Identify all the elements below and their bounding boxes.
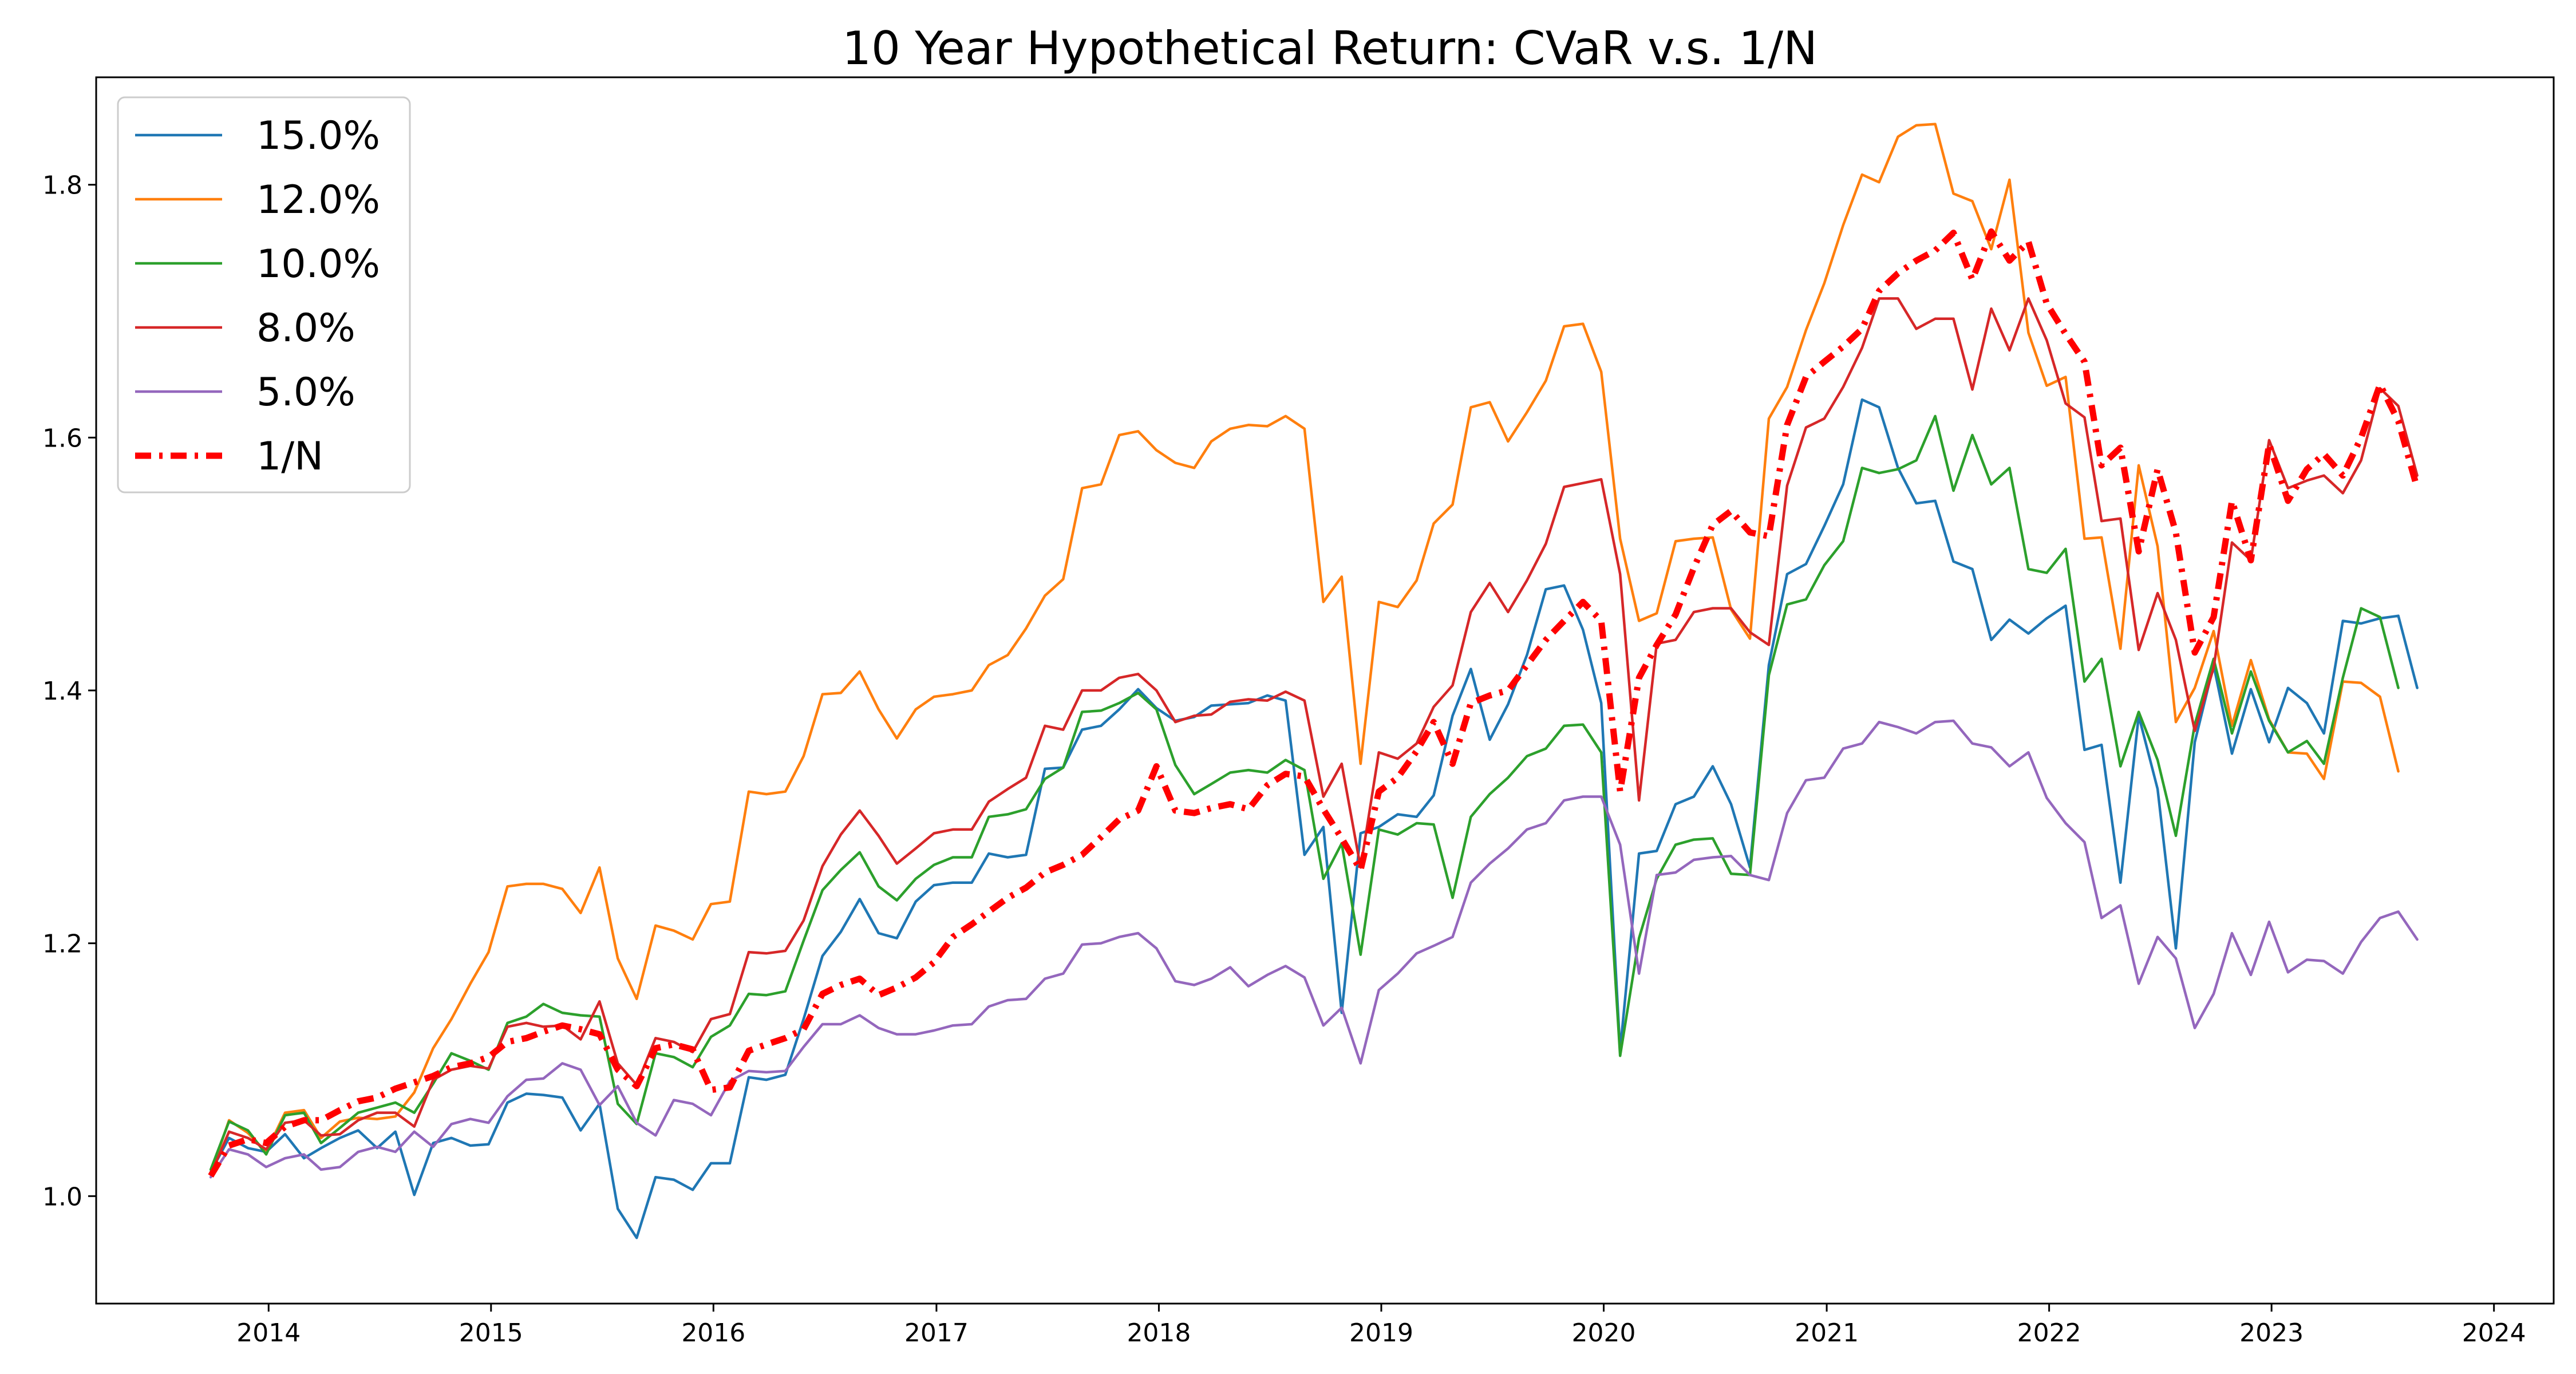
legend-label: 8.0% — [256, 306, 355, 351]
legend-label: 5.0% — [256, 370, 355, 415]
y-tick-label: 1.2 — [42, 930, 82, 959]
x-tick-label: 2019 — [1349, 1318, 1413, 1348]
y-tick-label: 1.8 — [42, 171, 82, 200]
series-line-4 — [209, 719, 2419, 1179]
series-line-2 — [209, 414, 2400, 1171]
y-tick-label: 1.0 — [42, 1182, 82, 1211]
x-tick-label: 2018 — [1127, 1318, 1191, 1348]
x-tick-label: 2024 — [2462, 1318, 2526, 1348]
x-tick-label: 2021 — [1795, 1318, 1859, 1348]
legend: 15.0% 12.0% 10.0% 8.0% 5.0% 1/N — [117, 96, 411, 493]
series-line-5 — [208, 228, 2420, 1178]
x-tick-label: 2022 — [2017, 1318, 2081, 1348]
legend-label: 15.0% — [256, 113, 380, 159]
x-tick-label: 2014 — [236, 1318, 301, 1348]
y-tick-label: 1.4 — [42, 677, 82, 706]
legend-label: 10.0% — [256, 242, 380, 287]
x-tick-label: 2015 — [459, 1318, 523, 1348]
plot-area — [208, 123, 2420, 1239]
x-tick-label: 2016 — [681, 1318, 745, 1348]
x-tick-label: 2023 — [2239, 1318, 2304, 1348]
legend-label: 1/N — [256, 434, 323, 479]
x-tick-label: 2017 — [904, 1318, 969, 1348]
series-line-1 — [209, 123, 2400, 1175]
y-tick-label: 1.6 — [42, 424, 82, 453]
series-line-3 — [209, 297, 2419, 1176]
y-axis: 1.0 1.2 1.4 1.6 1.8 — [42, 171, 96, 1211]
legend-box — [117, 96, 411, 493]
x-axis: 2014 2015 2016 2017 2018 2019 2020 2021 2022 2023… — [236, 1304, 2526, 1348]
legend-label: 12.0% — [256, 177, 380, 223]
chart-title: 10 Year Hypothetical Return: CVaR v.s. 1… — [842, 22, 1818, 75]
x-tick-label: 2020 — [1572, 1318, 1636, 1348]
series-line-0 — [209, 398, 2419, 1239]
